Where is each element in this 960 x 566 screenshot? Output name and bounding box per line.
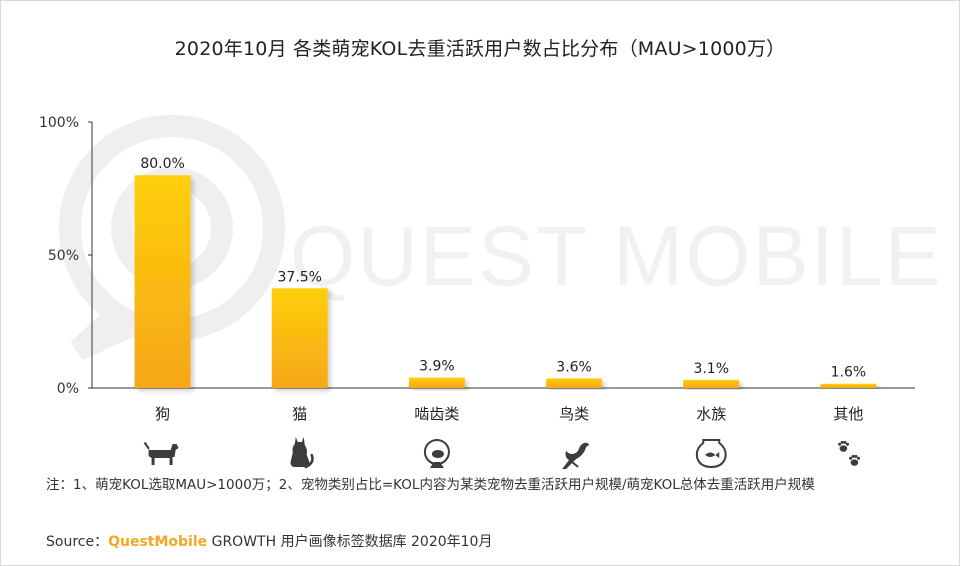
- x-category-label: 啮齿类: [414, 405, 459, 423]
- bar-value-label: 1.6%: [831, 365, 867, 381]
- bar-value-label: 37.5%: [278, 269, 322, 285]
- bar-value-label: 3.1%: [693, 361, 729, 377]
- watermark: QUEST MOBILE: [59, 115, 943, 361]
- source-line: Source：QuestMobile GROWTH 用户画像标签数据库 2020…: [46, 531, 492, 551]
- bar: [134, 175, 191, 388]
- fishbowl-icon: [695, 439, 727, 469]
- source-suffix: GROWTH 用户画像标签数据库 2020年10月: [207, 534, 493, 550]
- source-brand: QuestMobile: [108, 534, 208, 550]
- y-tick-label: 0%: [57, 381, 79, 397]
- x-category-label: 水族: [696, 405, 726, 423]
- watermark-text: QUEST MOBILE: [290, 209, 943, 303]
- bar: [408, 377, 465, 388]
- chart-title: 2020年10月 各类萌宠KOL去重活跃用户数占比分布（MAU>1000万）: [174, 38, 786, 60]
- source-prefix: Source：: [46, 534, 109, 550]
- category-icons: [143, 437, 861, 469]
- bar: [546, 378, 603, 388]
- paw-prints-icon: [838, 440, 861, 466]
- footnote: 注：1、萌宠KOL选取MAU>1000万；2、宠物类别占比=KOL内容为某类宠物…: [46, 477, 815, 493]
- bar: [271, 288, 328, 388]
- bar: [683, 379, 740, 388]
- bird-icon: [562, 442, 590, 469]
- x-category-label: 其他: [833, 405, 863, 423]
- hamster-wheel-icon: [423, 439, 450, 468]
- y-tick-label: 100%: [39, 115, 79, 131]
- x-category-label: 猫: [292, 405, 307, 423]
- axes: 0% 50% 100%: [39, 115, 915, 397]
- cat-icon: [290, 437, 314, 469]
- bar: [820, 383, 877, 388]
- x-category-label: 鸟类: [559, 405, 589, 423]
- y-tick-label: 50%: [48, 248, 79, 264]
- x-category-label: 狗: [155, 405, 170, 423]
- bar-value-label: 3.9%: [419, 359, 455, 375]
- bars: 80.0% 狗 37.5% 猫 3.9% 啮齿类 3.6% 鸟类 3.1% 水族 1.6% 其他: [134, 156, 877, 423]
- bar-value-label: 80.0%: [140, 156, 184, 172]
- dog-icon: [143, 442, 179, 465]
- bar-value-label: 3.6%: [556, 359, 592, 375]
